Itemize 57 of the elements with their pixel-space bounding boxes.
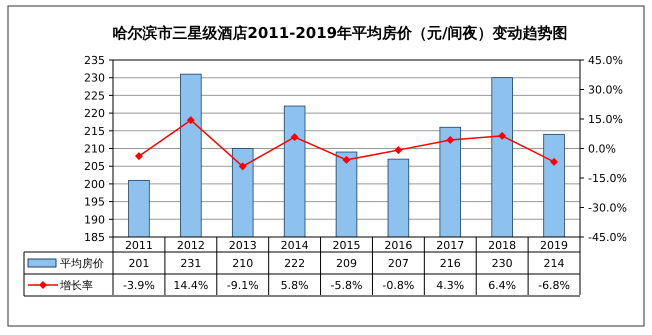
y2-tick-label: -15.0% [588,172,627,185]
legend-label: 平均房价 [60,257,104,270]
point [238,162,247,170]
x-tick-label: 2012 [176,239,205,252]
data-label: 230 [492,257,513,270]
point [290,133,299,142]
data-label: -3.9% [122,279,155,292]
point [342,156,350,164]
y-tick-label: 190 [84,213,105,226]
y-tick-label: 225 [84,89,105,102]
data-label: -9.1% [226,279,259,292]
y2-tick-label: -30.0% [588,202,627,214]
data-label: 216 [440,257,461,270]
x-tick-label: 2018 [488,239,516,252]
data-label: 6.4% [488,279,516,292]
x-tick-label: 2017 [436,239,464,252]
data-label: 209 [336,257,357,270]
data-label: 4.3% [436,279,464,292]
y-tick-label: 235 [84,54,105,67]
y2-tick-label: -45.0% [588,231,627,244]
y-tick-label: 220 [84,107,105,120]
legend-label: 增长率 [59,279,93,292]
data-label: 201 [128,257,150,270]
y2-tick-label: 0.0% [588,142,616,156]
point [186,116,195,124]
point [550,158,558,166]
point [134,152,143,160]
chart-title: 哈尔滨市三星级酒店2011-2019年平均房价（元/间夜）变动趋势图 [112,24,568,42]
y2-tick-label: 30.0% [588,84,623,96]
data-label: 14.4% [173,279,208,292]
y-tick-label: 215 [84,124,105,138]
data-label: 210 [232,257,254,270]
y-tick-label: 210 [84,142,105,156]
y-tick-label: 200 [84,178,105,191]
y-tick-label: 230 [84,72,105,85]
x-tick-label: 2016 [384,239,412,252]
data-label: 231 [180,257,202,270]
x-tick-label: 2015 [332,239,360,252]
data-label: 5.8% [280,279,309,292]
y-tick-label: 185 [84,231,105,244]
point [498,132,506,140]
x-tick-label: 2013 [228,239,257,252]
y-tick-label: 195 [84,196,105,209]
x-tick-label: 2011 [124,239,153,252]
y2-tick-label: 45.0% [588,54,623,67]
data-label: -0.8% [382,279,414,292]
data-label: -5.8% [330,279,362,292]
y-tick-label: 205 [84,160,105,174]
x-tick-label: 2019 [540,239,568,252]
data-label: -6.8% [538,279,570,292]
data-label: 207 [388,257,409,270]
x-tick-label: 2014 [280,239,309,252]
point [394,146,402,154]
y2-tick-label: 15.0% [588,113,623,126]
point [446,136,454,144]
data-label: 222 [284,257,306,270]
data-label: 214 [544,257,565,270]
